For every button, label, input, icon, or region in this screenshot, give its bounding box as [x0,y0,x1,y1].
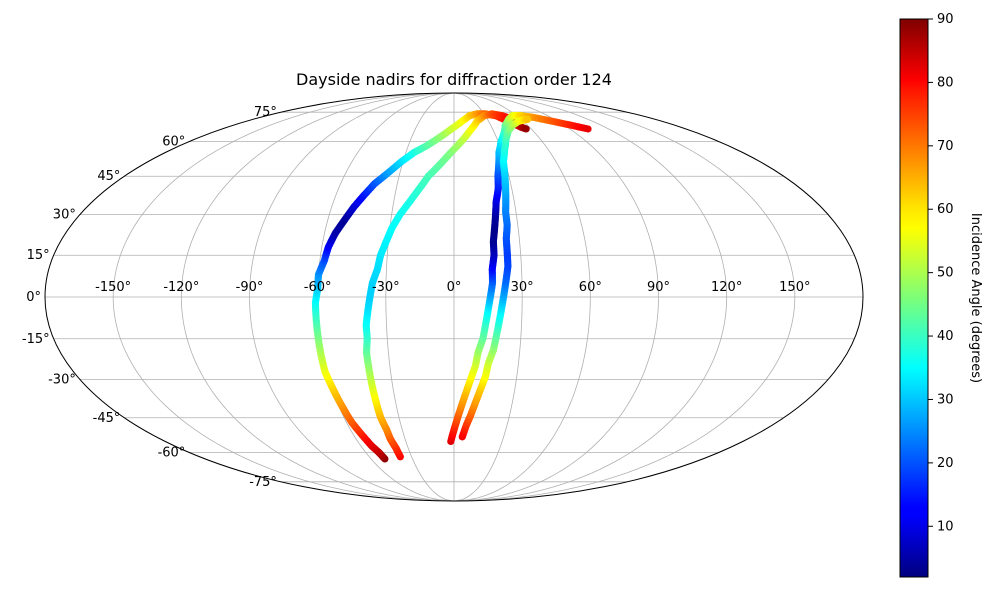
colorbar-tick-label: 20 [937,456,954,471]
latitude-tick-label: 75° [254,105,277,120]
longitude-gridline [112,93,455,501]
latitude-tick-label: -60° [158,446,186,461]
longitude-gridline [180,93,455,501]
longitude-gridline [453,93,796,501]
latitude-tick-label: -45° [93,411,121,426]
data-point [524,115,532,123]
longitude-tick-label: 120° [711,280,742,295]
colorbar-tick-label: 40 [937,329,954,344]
map-grid [45,93,863,501]
longitude-tick-label: -60° [304,280,332,295]
data-points [311,110,592,463]
longitude-tick-label: -120° [163,280,199,295]
longitude-tick-label: -90° [236,280,264,295]
chart-title: Dayside nadirs for diffraction order 124 [296,70,612,89]
longitude-tick-label: -150° [95,280,131,295]
colorbar-tick-label: 70 [937,139,954,154]
longitude-gridline [385,93,455,501]
latitude-tick-label: 60° [162,134,185,149]
longitude-tick-label: 60° [579,280,602,295]
longitude-gridline [249,93,455,501]
latitude-tick-label: 15° [27,248,50,263]
map-boundary [44,92,864,502]
colorbar: 10 20 30 40 50 60 70 80 90 Incidence Angle (degr… [899,12,983,578]
longitude-tick-label: 150° [779,280,810,295]
colorbar-ticks: 10 20 30 40 50 60 70 80 90 [928,12,954,534]
longitude-tick-label: -30° [372,280,400,295]
latitude-tick-label: -30° [48,372,76,387]
latitude-tick-label: -75° [249,475,277,490]
colorbar-tick-label: 30 [937,392,954,407]
longitude-gridline [453,93,591,501]
latitude-tick-label: 30° [53,208,76,223]
colorbar-tick-label: 90 [937,12,954,27]
latitude-tick-label: -15° [22,332,50,347]
colorbar-gradient [899,18,929,578]
latitude-tick-label: 0° [26,290,41,305]
longitude-tick-labels: -150° -120° -90° -60° -30° 0° 30° 60° 90° 120° 150… [95,280,810,295]
data-point [522,125,530,133]
colorbar-tick-label: 50 [937,266,954,281]
latitude-tick-labels: -75° -60° -45° -30° -15° 0° 15° 30° 45° 60° 75° [22,105,277,490]
colorbar-label: Incidence Angle (degrees) [968,213,983,383]
latitude-tick-label: 45° [97,169,120,184]
longitude-tick-label: 90° [647,280,670,295]
longitude-gridline [453,93,728,501]
colorbar-tick-label: 10 [937,519,954,534]
colorbar-tick-label: 80 [937,75,954,90]
longitude-tick-label: 30° [511,280,534,295]
data-point [584,125,592,133]
longitude-gridline [453,93,659,501]
colorbar-tick-label: 60 [937,202,954,217]
longitude-tick-label: 0° [447,280,462,295]
